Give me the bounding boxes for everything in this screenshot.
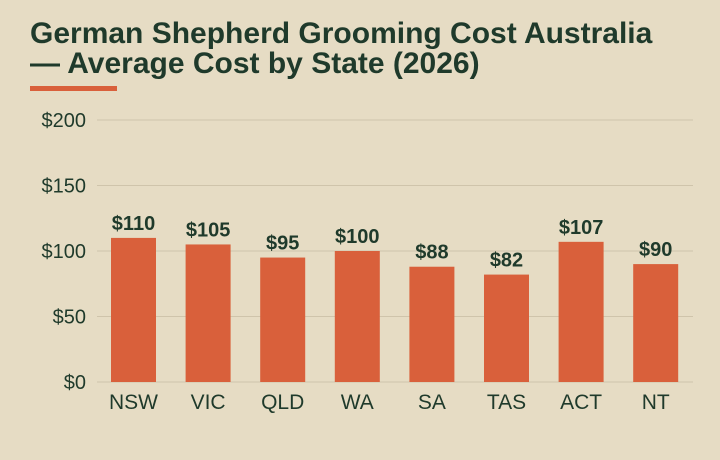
bar-value-label: $100 — [335, 226, 380, 248]
bars — [111, 237, 679, 382]
bar-qld — [260, 257, 306, 382]
chart-title-line-2: — Average Cost by State (2026) — [30, 47, 480, 80]
bar-act — [558, 241, 604, 382]
bar-value-label: $95 — [266, 233, 299, 255]
bar-nsw — [111, 237, 156, 382]
bar-value-label: $105 — [186, 219, 231, 241]
x-category-label: WA — [341, 391, 374, 414]
bar-value-label: $88 — [415, 242, 448, 264]
bar-nt — [633, 264, 679, 382]
x-axis-category-labels: NSW VIC QLD WA SA TAS ACT NT — [109, 391, 670, 414]
x-category-label: QLD — [261, 391, 304, 414]
y-tick-label: $100 — [42, 241, 87, 263]
y-tick-label: $150 — [42, 176, 87, 198]
x-category-label: NSW — [109, 391, 158, 414]
y-axis-tick-labels: $0 $50 $100 $150 $200 — [42, 110, 87, 394]
bar-tas — [484, 274, 529, 382]
bar-value-label: $82 — [490, 250, 523, 272]
chart-title-line-1: German Shepherd Grooming Cost Australia — [30, 17, 653, 50]
x-category-label: TAS — [487, 391, 526, 414]
bar-value-label: $110 — [112, 213, 155, 235]
bar-value-label: $90 — [639, 239, 672, 261]
x-category-label: VIC — [191, 391, 226, 414]
y-tick-label: $200 — [42, 110, 87, 132]
bar-wa — [334, 251, 380, 382]
x-category-label: SA — [418, 391, 446, 414]
x-category-label: NT — [642, 391, 670, 414]
x-category-label: ACT — [560, 391, 602, 414]
bar-value-labels: $110 $105 $95 $100 $88 $82 $107 $90 — [112, 213, 673, 272]
y-tick-label: $0 — [64, 372, 86, 394]
title-accent-bar — [30, 86, 117, 91]
y-tick-label: $50 — [53, 307, 86, 329]
bar-value-label: $107 — [559, 217, 604, 239]
bar-sa — [409, 266, 455, 382]
chart-title: German Shepherd Grooming Cost Australia … — [30, 19, 700, 79]
bar-vic — [185, 244, 231, 382]
